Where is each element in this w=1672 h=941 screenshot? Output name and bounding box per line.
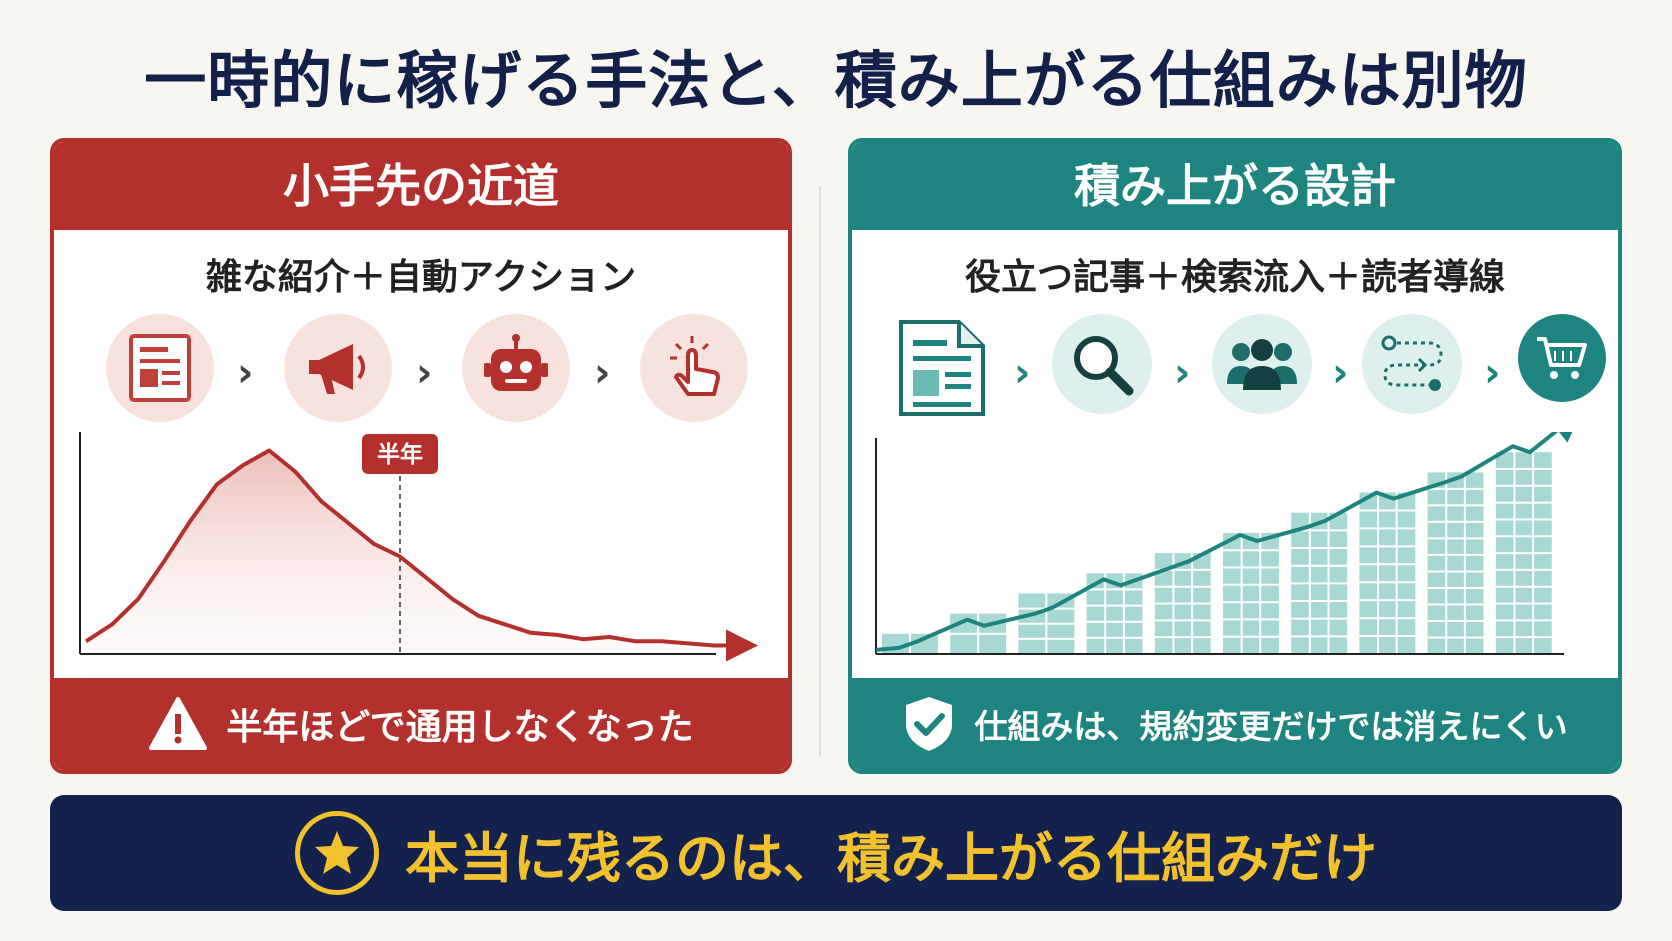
panel-divider <box>819 186 821 756</box>
flow-arrow: › <box>416 350 433 396</box>
shield-check-icon <box>906 697 953 751</box>
half-year-marker-label: 半年 <box>377 441 423 468</box>
growth-bar <box>1223 532 1279 654</box>
warning-icon <box>149 697 208 750</box>
growth-chart <box>875 432 1583 655</box>
flow-arrow: › <box>1014 350 1031 396</box>
shortcut-footer-text: 半年ほどで通用しなくなった <box>226 707 694 748</box>
system-heading: 積み上がる設計 <box>852 142 1618 230</box>
search-icon <box>1052 314 1152 414</box>
system-formula: 役立つ記事＋検索流入＋読者導線 <box>964 257 1505 298</box>
decline-chart: 半年 <box>79 432 758 662</box>
page-title: 一時的に稼げる手法と、積み上がる仕組みは別物 <box>144 44 1528 117</box>
click-pointer-icon <box>640 314 748 422</box>
robot-icon <box>462 314 570 422</box>
growth-bar <box>1427 472 1484 654</box>
flow-arrow: › <box>1174 350 1191 396</box>
conclusion-bar: 本当に残るのは、積み上がる仕組みだけ <box>50 795 1622 911</box>
growth-bar <box>1291 512 1348 654</box>
star-icon <box>295 811 379 895</box>
decline-line <box>84 448 758 662</box>
shortcut-panel: 小手先の近道 雑な紹介＋自動アクション › › <box>50 138 792 774</box>
growth-line <box>875 432 1583 652</box>
growth-bar <box>1018 593 1075 654</box>
flow-arrow: › <box>594 350 611 396</box>
shortcut-heading: 小手先の近道 <box>54 142 788 230</box>
growth-bar <box>1154 553 1211 654</box>
growth-bar <box>1359 492 1416 654</box>
system-footer-text: 仕組みは、規約変更だけでは消えにくい <box>974 707 1568 746</box>
users-icon <box>1212 314 1312 414</box>
decline-area <box>86 450 714 654</box>
system-flow: › › › <box>852 314 1618 430</box>
system-panel: 積み上がる設計 役立つ記事＋検索流入＋読者導線 › › <box>848 138 1622 774</box>
growth-bar <box>950 613 1007 654</box>
article-icon <box>888 314 996 422</box>
conclusion-message: 本当に残るのは、積み上がる仕組みだけ <box>405 826 1377 890</box>
shortcut-flow: › › › <box>54 314 788 430</box>
route-icon <box>1362 314 1462 414</box>
flow-arrow: › <box>1484 350 1501 396</box>
flow-arrow: › <box>1332 350 1349 396</box>
cart-icon <box>1518 314 1606 402</box>
document-icon <box>106 314 214 422</box>
system-footer: 仕組みは、規約変更だけでは消えにくい <box>852 678 1618 770</box>
flow-arrow: › <box>237 350 254 396</box>
megaphone-icon <box>284 314 392 422</box>
shortcut-formula: 雑な紹介＋自動アクション <box>205 257 637 298</box>
growth-bar <box>1086 573 1143 654</box>
growth-bar <box>1495 452 1552 654</box>
half-year-marker-badge <box>362 434 438 474</box>
shortcut-footer: 半年ほどで通用しなくなった <box>54 678 788 770</box>
